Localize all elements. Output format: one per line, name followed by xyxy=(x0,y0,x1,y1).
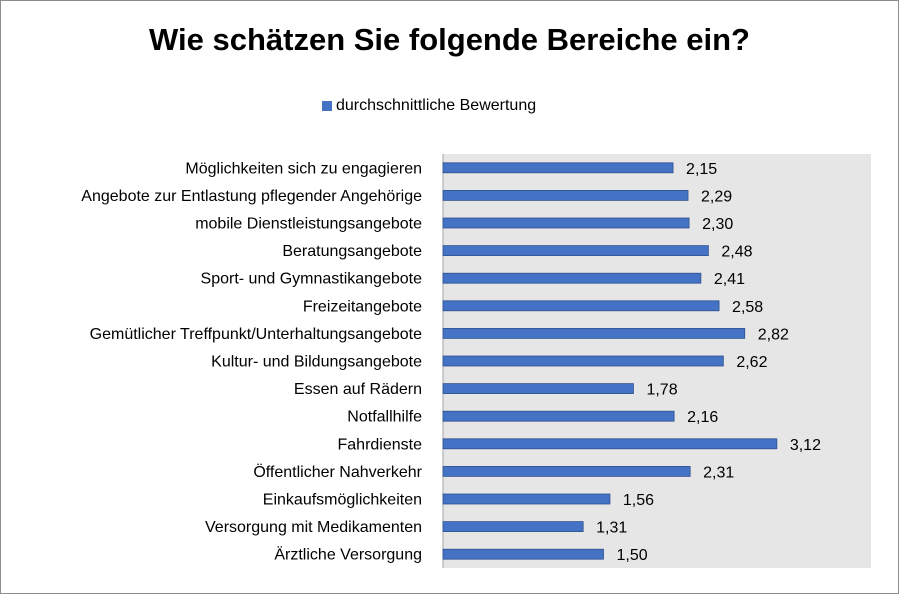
data-label: 1,56 xyxy=(623,492,654,509)
data-label: 2,29 xyxy=(701,188,732,205)
bar xyxy=(442,493,611,505)
category-label: Gemütlicher Treffpunkt/Unterhaltungsange… xyxy=(90,326,422,343)
bar xyxy=(442,217,690,229)
bar xyxy=(442,521,584,532)
bar xyxy=(442,327,746,339)
category-label: Ärztliche Versorgung xyxy=(274,546,422,564)
data-label: 3,12 xyxy=(790,437,821,454)
category-label: Öffentlicher Nahverkehr xyxy=(253,463,422,481)
data-label: 2,15 xyxy=(686,161,717,178)
data-label: 2,62 xyxy=(736,354,767,371)
legend-swatch xyxy=(322,101,332,111)
bar xyxy=(442,272,702,284)
category-label: Notfallhilfe xyxy=(347,409,422,426)
category-label: Freizeitangebote xyxy=(303,298,422,315)
data-label: 1,78 xyxy=(646,382,677,399)
category-label: Beratungsangebote xyxy=(282,243,422,260)
category-label: mobile Dienstleistungsangebote xyxy=(195,216,422,233)
data-label: 2,82 xyxy=(758,326,789,343)
category-label: Fahrdienste xyxy=(338,436,423,453)
data-label: 2,48 xyxy=(721,244,752,261)
data-label: 1,31 xyxy=(596,520,627,537)
category-label: Kultur- und Bildungsangebote xyxy=(211,354,422,371)
data-label: 2,16 xyxy=(687,409,718,426)
legend: durchschnittliche Bewertung xyxy=(322,97,536,115)
bar xyxy=(442,465,691,477)
category-label: Essen auf Rädern xyxy=(294,381,422,398)
data-label: 2,30 xyxy=(702,216,733,233)
bar xyxy=(442,355,724,367)
category-label: Einkaufsmöglichkeiten xyxy=(263,492,422,509)
category-label: Möglichkeiten sich zu engagieren xyxy=(185,160,422,177)
data-label: 1,50 xyxy=(617,547,648,564)
chart-title: Wie schätzen Sie folgende Bereiche ein? xyxy=(149,22,750,57)
bar xyxy=(442,189,689,201)
bar xyxy=(442,383,634,395)
category-label: Versorgung mit Medikamenten xyxy=(205,519,422,536)
data-label: 2,31 xyxy=(703,464,734,481)
bar xyxy=(442,162,674,174)
data-label: 2,58 xyxy=(732,299,763,316)
bar xyxy=(442,410,675,422)
category-label: Sport- und Gymnastikangebote xyxy=(201,271,423,288)
bar xyxy=(442,300,720,312)
data-label: 2,41 xyxy=(714,271,745,288)
legend-label: durchschnittliche Bewertung xyxy=(336,97,537,114)
bar xyxy=(442,548,604,560)
category-label: Angebote zur Entlastung pflegender Angeh… xyxy=(81,188,422,205)
bar xyxy=(442,438,778,450)
bar xyxy=(442,245,709,257)
